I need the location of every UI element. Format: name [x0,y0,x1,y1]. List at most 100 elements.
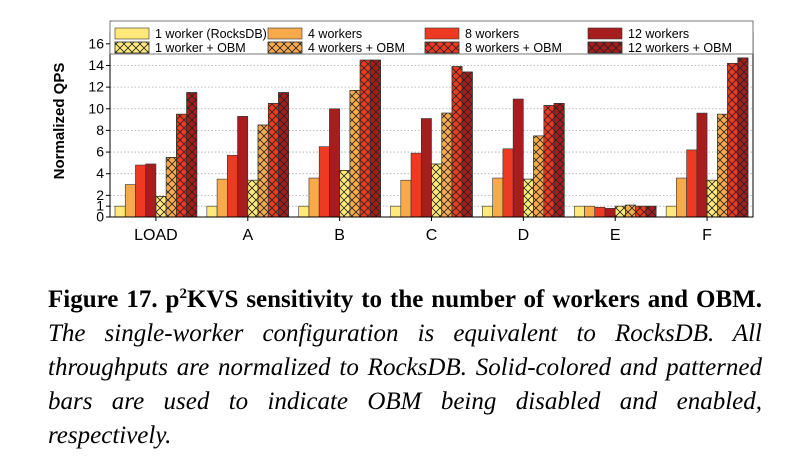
caption-figure-label: Figure 17. [48,286,158,313]
legend-label: 12 workers [628,27,689,41]
legend-label: 1 worker + OBM [155,41,246,55]
x-tick-label: E [610,227,621,244]
bar [135,164,146,218]
bar-hatch [257,124,269,218]
y-tick-label: 16 [88,35,104,51]
bar-hatch [441,112,453,218]
bar-hatch [176,113,187,218]
bar-hatch [614,205,626,218]
bar [329,108,340,218]
bar [512,98,524,218]
x-tick-labels: LOAD A B C D E F [134,227,712,244]
bar [400,179,412,218]
y-tick-label: 1 [96,198,104,214]
bar [216,178,228,218]
bar [665,205,677,218]
y-tick-label: 10 [88,100,104,116]
figure-caption: Figure 17. p2KVS sensitivity to the numb… [48,283,762,453]
legend-swatch [114,27,150,40]
bar [482,205,493,218]
bar [420,118,432,218]
bar-hatch [727,63,739,218]
legend-swatch [424,27,460,40]
bar-hatch [431,163,443,218]
bar [114,205,126,218]
legend-swatch [587,27,623,40]
x-tick-label: A [242,227,253,244]
bar-hatch [451,66,463,218]
y-tick-label: 0 [96,209,104,225]
bar-hatch [349,90,361,218]
y-tick-label: 2 [96,187,104,203]
bar [573,205,585,218]
bar-hatch [339,170,351,218]
bar-hatch [165,157,177,218]
x-tick-label: LOAD [134,227,178,244]
bar-hatch [370,59,381,218]
bar [298,205,310,218]
bar [227,155,238,218]
legend-label: 4 workers [308,27,362,41]
bar-hatch [625,204,636,218]
legend-label: 4 workers + OBM [308,41,405,55]
legend-swatch-hatch [587,41,623,54]
bar-hatch [267,103,279,218]
x-tick-label: D [518,227,530,244]
bars-layer [114,57,749,218]
caption-body: The single-worker configuration is equiv… [48,320,762,449]
bar-hatch [706,179,718,218]
legend-label: 8 workers [465,27,519,41]
bar [492,177,504,218]
legend: 1 worker (RocksDB) 4 workers 8 workers 12 w… [109,20,754,55]
bar-hatch [278,92,290,218]
bar-hatch [461,71,473,218]
bar [124,184,136,218]
bar [145,163,157,218]
x-tick-label: C [426,227,438,244]
legend-swatch-hatch [114,41,150,54]
bar [237,116,249,218]
x-tick-label: F [702,227,712,244]
bar [676,177,687,218]
y-tick-label: 6 [96,144,104,160]
y-tick-label: 14 [88,57,104,73]
caption-title: p2KVS sensitivity to the number of worke… [166,286,762,313]
bar-hatch [635,205,647,218]
bar [604,208,616,218]
caption-title-text: KVS sensitivity to the number of workers… [186,286,762,313]
bar-hatch [247,179,259,218]
bar [584,205,596,218]
x-tick-label: B [334,227,345,244]
bar [410,152,422,218]
legend-swatch-hatch [267,41,303,54]
bar [594,206,606,218]
bar [696,112,708,218]
legend-swatch [267,27,303,40]
bar [206,205,218,218]
legend-label: 12 workers + OBM [628,41,732,55]
legend-label: 1 worker (RocksDB) [155,27,267,41]
bar [390,205,402,218]
bar-hatch [186,92,198,218]
y-tick-label: 4 [96,165,104,181]
legend-label: 8 workers + OBM [465,41,562,55]
bar-hatch [533,135,545,218]
y-axis-title: Normalized QPS [51,63,68,180]
legend-swatch-hatch [424,41,460,54]
bar [318,146,330,218]
bar [686,149,698,218]
bar-hatch [737,57,749,218]
bar [502,148,514,218]
y-tick-label: 8 [96,122,104,138]
bar-hatch [645,205,657,218]
bar-hatch [359,59,371,218]
y-tick-label: 12 [88,79,104,95]
caption-title-superscript: 2 [179,286,187,302]
caption-title-prefix: p [165,286,180,313]
bar [308,177,320,218]
bar-hatch [155,196,167,218]
bar-hatch [523,178,534,218]
bar-hatch [543,105,555,218]
